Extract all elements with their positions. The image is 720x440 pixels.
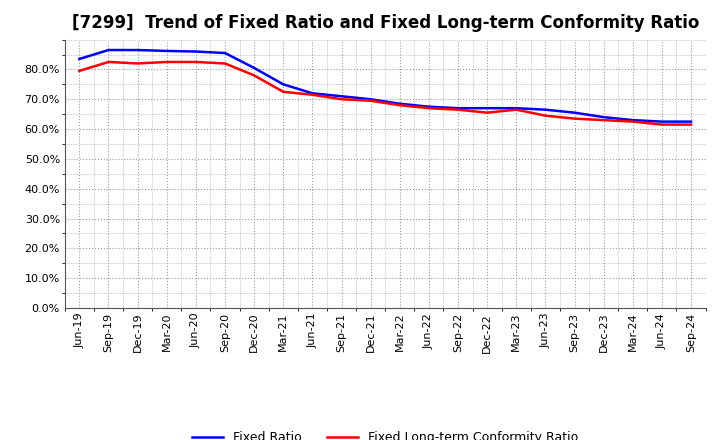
Fixed Ratio — [366, 97, 375, 102]
Fixed Ratio — [541, 107, 550, 112]
Fixed Ratio — [337, 94, 346, 99]
Line: Fixed Long-term Conformity Ratio: Fixed Long-term Conformity Ratio — [79, 62, 691, 125]
Fixed Long-term Conformity Ratio — [220, 61, 229, 66]
Fixed Long-term Conformity Ratio — [250, 73, 258, 78]
Fixed Ratio — [687, 119, 696, 124]
Fixed Ratio — [395, 101, 404, 106]
Fixed Ratio — [279, 82, 287, 87]
Fixed Long-term Conformity Ratio — [687, 122, 696, 127]
Fixed Long-term Conformity Ratio — [454, 107, 462, 112]
Fixed Long-term Conformity Ratio — [657, 122, 666, 127]
Fixed Ratio — [454, 106, 462, 111]
Fixed Ratio — [220, 50, 229, 55]
Fixed Ratio — [599, 114, 608, 120]
Fixed Ratio — [104, 48, 113, 53]
Fixed Long-term Conformity Ratio — [541, 113, 550, 118]
Fixed Long-term Conformity Ratio — [192, 59, 200, 65]
Fixed Long-term Conformity Ratio — [75, 68, 84, 73]
Fixed Ratio — [570, 110, 579, 115]
Fixed Long-term Conformity Ratio — [512, 107, 521, 112]
Fixed Long-term Conformity Ratio — [308, 92, 317, 97]
Fixed Ratio — [163, 48, 171, 54]
Fixed Ratio — [425, 104, 433, 109]
Fixed Long-term Conformity Ratio — [629, 119, 637, 124]
Title: [7299]  Trend of Fixed Ratio and Fixed Long-term Conformity Ratio: [7299] Trend of Fixed Ratio and Fixed Lo… — [71, 15, 699, 33]
Fixed Ratio — [512, 106, 521, 111]
Fixed Long-term Conformity Ratio — [163, 59, 171, 65]
Fixed Ratio — [250, 65, 258, 70]
Fixed Long-term Conformity Ratio — [133, 61, 142, 66]
Fixed Ratio — [629, 117, 637, 123]
Fixed Ratio — [308, 91, 317, 96]
Fixed Long-term Conformity Ratio — [104, 59, 113, 65]
Fixed Ratio — [192, 49, 200, 54]
Fixed Ratio — [483, 106, 492, 111]
Legend: Fixed Ratio, Fixed Long-term Conformity Ratio: Fixed Ratio, Fixed Long-term Conformity … — [187, 426, 583, 440]
Fixed Ratio — [75, 56, 84, 62]
Fixed Long-term Conformity Ratio — [279, 89, 287, 95]
Fixed Long-term Conformity Ratio — [395, 103, 404, 108]
Fixed Long-term Conformity Ratio — [599, 117, 608, 123]
Fixed Long-term Conformity Ratio — [425, 106, 433, 111]
Line: Fixed Ratio: Fixed Ratio — [79, 50, 691, 121]
Fixed Long-term Conformity Ratio — [337, 97, 346, 102]
Fixed Ratio — [133, 48, 142, 53]
Fixed Ratio — [657, 119, 666, 124]
Fixed Long-term Conformity Ratio — [570, 116, 579, 121]
Fixed Long-term Conformity Ratio — [483, 110, 492, 115]
Fixed Long-term Conformity Ratio — [366, 98, 375, 103]
